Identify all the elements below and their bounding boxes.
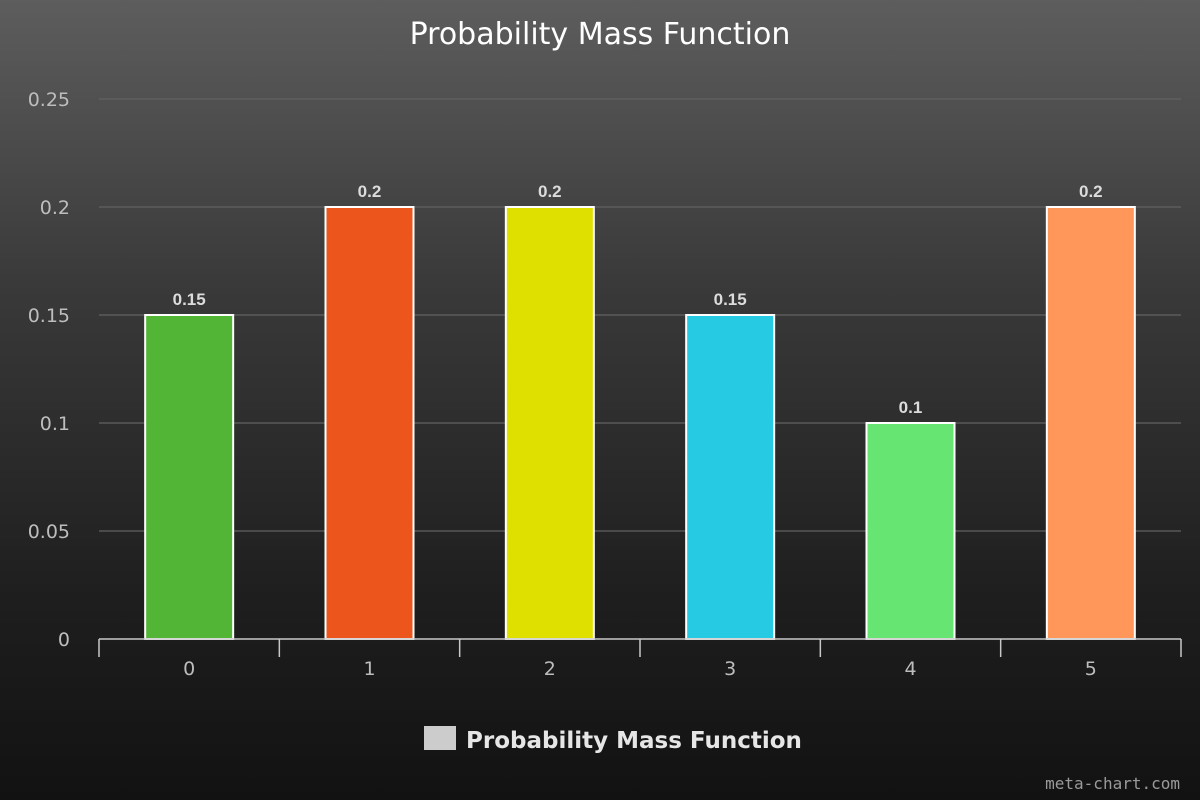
data-label: 0.1 — [899, 398, 923, 417]
x-tick-label: 2 — [544, 658, 556, 680]
chart-title: Probability Mass Function — [410, 17, 791, 52]
data-label: 0.15 — [714, 290, 747, 309]
x-tick-label: 4 — [904, 658, 916, 680]
y-axis: 0 0.05 0.1 0.15 0.2 0.25 — [28, 89, 70, 651]
x-tick-label: 1 — [363, 658, 375, 680]
bar-5[interactable] — [1045, 206, 1136, 640]
data-labels: 0.15 0.2 0.2 0.15 0.1 0.2 — [173, 182, 1103, 417]
x-tick-label: 3 — [724, 658, 736, 680]
legend-label[interactable]: Probability Mass Function — [466, 728, 802, 754]
bar-4[interactable] — [865, 422, 956, 640]
data-label: 0.2 — [1079, 182, 1103, 201]
data-label: 0.2 — [358, 182, 382, 201]
y-tick-label: 0 — [58, 629, 70, 651]
legend[interactable]: Probability Mass Function — [424, 726, 802, 754]
gridlines — [99, 98, 1181, 532]
bar-3[interactable] — [685, 314, 776, 640]
bar-1[interactable] — [324, 206, 415, 640]
x-tick-label: 0 — [183, 658, 195, 680]
y-tick-label: 0.15 — [28, 305, 70, 327]
bar-2[interactable] — [504, 206, 595, 640]
bars — [144, 206, 1136, 640]
credit-text[interactable]: meta-chart.com — [1045, 774, 1180, 793]
bar-0[interactable] — [144, 314, 235, 640]
y-tick-label: 0.25 — [28, 89, 70, 111]
data-label: 0.2 — [538, 182, 562, 201]
y-tick-label: 0.05 — [28, 521, 70, 543]
x-tick-label: 5 — [1085, 658, 1097, 680]
legend-swatch[interactable] — [424, 726, 456, 750]
data-label: 0.15 — [173, 290, 206, 309]
x-axis: 0 1 2 3 4 5 — [98, 638, 1182, 680]
y-tick-label: 0.1 — [40, 413, 70, 435]
y-tick-label: 0.2 — [40, 197, 70, 219]
